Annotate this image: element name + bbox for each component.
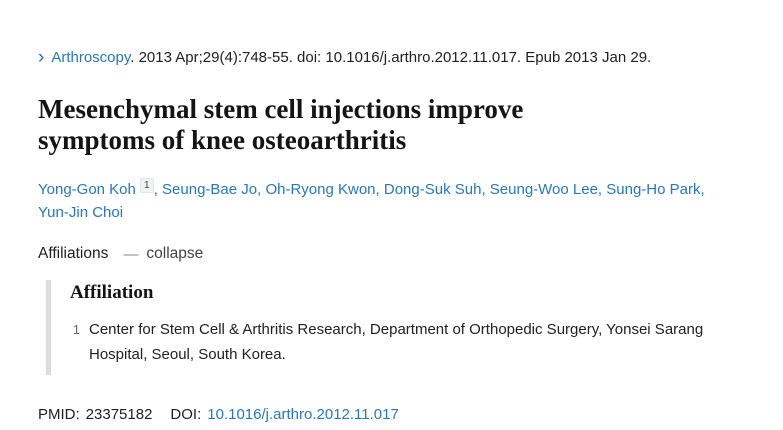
author-link[interactable]: Oh-Ryong Kwon xyxy=(265,181,376,198)
author-link[interactable]: Seung-Bae Jo xyxy=(162,181,258,198)
affiliation-items: 1 Center for Stem Cell & Arthritis Resear… xyxy=(70,317,743,367)
author-link[interactable]: Yong-Gon Koh xyxy=(38,181,136,198)
affiliation-heading: Affiliation xyxy=(70,282,154,303)
affiliations-label: Affiliations xyxy=(38,245,109,262)
journal-link[interactable]: Arthroscopy xyxy=(51,49,131,66)
collapse-label: collapse xyxy=(146,245,204,262)
affiliation-item: 1 Center for Stem Cell & Arthritis Resear… xyxy=(70,317,743,367)
affiliation-number: 1 xyxy=(72,322,80,337)
affiliation-text: Center for Stem Cell & Arthritis Researc… xyxy=(89,321,704,363)
article-title: Mesenchymal stem cell injections improve… xyxy=(38,94,524,155)
collapse-affiliations-button[interactable]: — collapse xyxy=(123,245,203,263)
minus-icon: — xyxy=(123,245,139,263)
pmid-value: 23375182 xyxy=(85,406,153,423)
doi-group: DOI: 10.1016/j.arthro.2012.11.017 xyxy=(170,406,398,423)
doi-label: DOI: xyxy=(170,406,202,423)
author-link[interactable]: Seung-Woo Lee xyxy=(489,181,598,198)
pmid-group: PMID: 23375182 xyxy=(38,406,152,423)
chevron-right-icon: › xyxy=(38,47,45,68)
doi-link[interactable]: 10.1016/j.arthro.2012.11.017 xyxy=(207,406,399,423)
pmid-label: PMID: xyxy=(38,406,80,423)
author-link[interactable]: Yun-Jin Choi xyxy=(38,204,124,221)
identifier-row: PMID: 23375182 DOI: 10.1016/j.arthro.201… xyxy=(38,406,743,423)
author-link[interactable]: Sung-Ho Park xyxy=(606,181,701,198)
affiliation-panel: Affiliation 1 Center for Stem Cell & Arth… xyxy=(46,280,743,375)
journal-citation: › Arthroscopy. 2013 Apr;29(4):748-55. do… xyxy=(38,48,743,68)
citation-details: . 2013 Apr;29(4):748-55. doi: 10.1016/j.… xyxy=(130,49,652,66)
author-affiliation-sup[interactable]: 1 xyxy=(139,178,154,193)
author-list: Yong-Gon Koh 1, Seung-Bae Jo, Oh-Ryong Kw… xyxy=(38,178,705,221)
author-link[interactable]: Dong-Suk Suh xyxy=(383,181,482,198)
affiliations-bar: Affiliations — collapse xyxy=(38,245,743,263)
